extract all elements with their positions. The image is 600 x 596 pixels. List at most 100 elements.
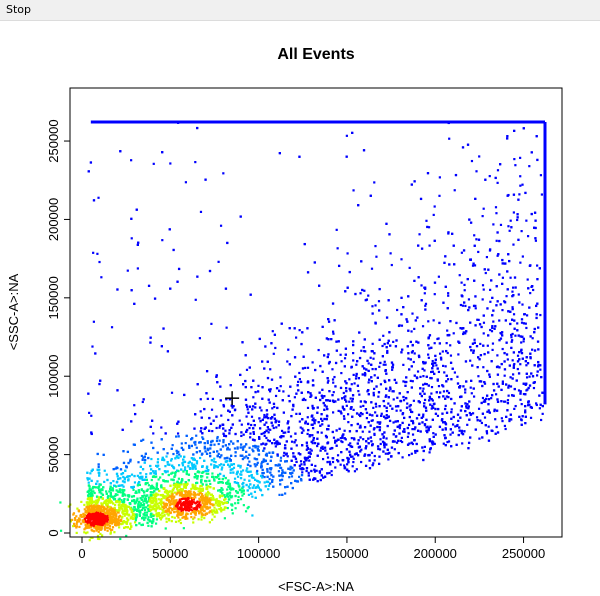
data-point xyxy=(240,431,243,434)
data-point xyxy=(483,382,487,385)
data-point xyxy=(489,328,492,332)
data-point xyxy=(194,484,197,487)
data-point xyxy=(312,478,315,481)
data-point xyxy=(536,374,539,377)
stop-menu-item[interactable]: Stop xyxy=(6,3,32,16)
data-point xyxy=(291,408,294,411)
data-point xyxy=(469,221,473,224)
data-point xyxy=(540,193,544,196)
data-point xyxy=(376,445,380,448)
data-point xyxy=(492,320,495,323)
data-point xyxy=(218,494,221,497)
data-point xyxy=(528,306,531,309)
data-point xyxy=(378,429,381,432)
data-point xyxy=(458,429,461,432)
data-point xyxy=(355,374,358,378)
data-point xyxy=(113,495,116,498)
data-point xyxy=(474,295,477,298)
data-point xyxy=(173,510,176,514)
data-point xyxy=(506,194,509,197)
data-point xyxy=(174,474,177,477)
data-point xyxy=(492,389,496,392)
data-point xyxy=(264,485,267,488)
data-point xyxy=(223,434,226,437)
data-point xyxy=(141,468,145,471)
data-point xyxy=(311,404,314,407)
data-point xyxy=(447,395,450,399)
data-point xyxy=(203,445,206,448)
data-point xyxy=(193,458,196,461)
data-point xyxy=(371,305,374,308)
data-point xyxy=(427,429,430,432)
data-point xyxy=(112,479,115,483)
data-point xyxy=(459,303,462,307)
data-point xyxy=(372,428,375,431)
data-point xyxy=(133,404,136,407)
data-point xyxy=(503,374,506,377)
data-point xyxy=(340,360,343,363)
data-point xyxy=(125,508,128,511)
data-point xyxy=(434,358,437,361)
data-point xyxy=(498,366,501,369)
data-point xyxy=(161,458,164,461)
data-point xyxy=(329,447,332,450)
data-point xyxy=(139,465,142,468)
data-point xyxy=(396,420,399,423)
data-point xyxy=(327,338,330,341)
data-point xyxy=(286,485,289,488)
data-point xyxy=(138,483,141,487)
data-point xyxy=(179,455,182,458)
data-point xyxy=(323,404,327,407)
data-point xyxy=(539,313,542,317)
data-point xyxy=(175,435,178,438)
data-point xyxy=(495,239,498,242)
data-point xyxy=(227,495,230,498)
data-point xyxy=(166,492,169,495)
data-point xyxy=(103,527,106,530)
data-point xyxy=(265,415,268,418)
data-point xyxy=(289,465,292,468)
data-point xyxy=(526,278,529,281)
data-point xyxy=(164,432,167,435)
data-point xyxy=(205,465,209,468)
data-point xyxy=(227,463,230,466)
data-point xyxy=(124,508,127,511)
data-point xyxy=(253,424,256,427)
data-point xyxy=(256,469,259,473)
data-point xyxy=(393,378,396,382)
data-point xyxy=(287,467,290,470)
data-point xyxy=(329,463,332,466)
data-point xyxy=(195,460,199,463)
data-point xyxy=(469,258,472,261)
data-point xyxy=(404,384,407,387)
data-point xyxy=(360,448,363,451)
data-point xyxy=(255,458,259,461)
data-point xyxy=(153,507,156,511)
data-point xyxy=(395,339,398,342)
data-point xyxy=(487,409,490,412)
data-point xyxy=(181,464,185,467)
data-point xyxy=(205,495,209,498)
data-point xyxy=(407,357,410,360)
data-point xyxy=(196,383,199,386)
data-point xyxy=(503,301,507,304)
data-point xyxy=(268,390,272,393)
data-point xyxy=(427,344,430,347)
data-point xyxy=(140,439,143,442)
data-point xyxy=(506,358,509,361)
data-point xyxy=(331,368,334,371)
data-point xyxy=(432,364,435,367)
data-point xyxy=(139,477,142,480)
data-point xyxy=(272,485,275,488)
data-point xyxy=(455,443,458,446)
data-point xyxy=(144,497,147,501)
data-point xyxy=(433,372,436,376)
data-point xyxy=(237,464,240,467)
data-point xyxy=(531,348,534,351)
data-point xyxy=(371,367,374,371)
data-point xyxy=(215,465,218,468)
data-point xyxy=(526,404,530,407)
data-point xyxy=(88,492,91,495)
data-point xyxy=(535,403,538,407)
data-point xyxy=(395,409,398,412)
